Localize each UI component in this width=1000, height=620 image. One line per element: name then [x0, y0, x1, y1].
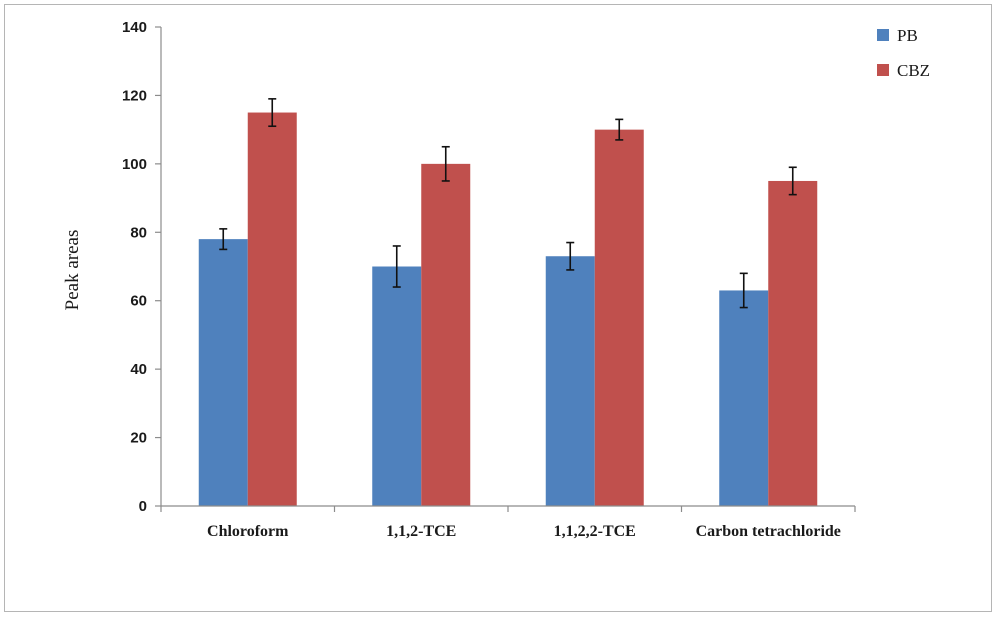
bars — [198, 112, 818, 507]
bar-cbz-4 — [768, 180, 818, 506]
legend-swatch-pb — [877, 29, 889, 41]
legend: PB CBZ — [877, 26, 930, 80]
y-tick-label: 20 — [130, 430, 147, 447]
chart-frame: 0 20 40 60 80 100 120 140 Chloroform 1,1,2-TCE 1,… — [4, 4, 992, 612]
y-tick-label: 0 — [139, 498, 147, 515]
y-tick-label: 100 — [122, 156, 147, 173]
bar-pb-1 — [198, 239, 248, 506]
y-axis: 0 20 40 60 80 100 120 140 — [122, 19, 162, 515]
bar-chart: 0 20 40 60 80 100 120 140 Chloroform 1,1,2-TCE 1,… — [62, 19, 930, 540]
x-axis: Chloroform 1,1,2-TCE 1,1,2,2-TCE Carbon tet… — [160, 505, 856, 540]
y-tick-label: 120 — [122, 87, 147, 104]
x-category-label: Chloroform — [207, 523, 289, 540]
y-tick-label: 140 — [122, 19, 147, 36]
bar-pb-4 — [719, 290, 769, 506]
bar-cbz-2 — [421, 163, 471, 506]
bar-cbz-3 — [594, 129, 644, 506]
y-axis-title: Peak areas — [62, 230, 83, 311]
y-tick-label: 60 — [130, 293, 147, 310]
legend-swatch-cbz — [877, 64, 889, 76]
legend-label-cbz: CBZ — [897, 61, 930, 80]
bar-pb-3 — [545, 256, 595, 506]
y-tick-label: 40 — [130, 361, 147, 378]
x-category-label: 1,1,2-TCE — [386, 523, 456, 540]
bar-cbz-1 — [247, 112, 297, 507]
error-bars — [219, 98, 797, 309]
bar-pb-2 — [372, 266, 422, 506]
y-tick-label: 80 — [130, 224, 147, 241]
legend-label-pb: PB — [897, 26, 918, 45]
x-category-label: 1,1,2,2-TCE — [554, 523, 636, 540]
x-category-label: Carbon tetrachloride — [696, 523, 841, 540]
